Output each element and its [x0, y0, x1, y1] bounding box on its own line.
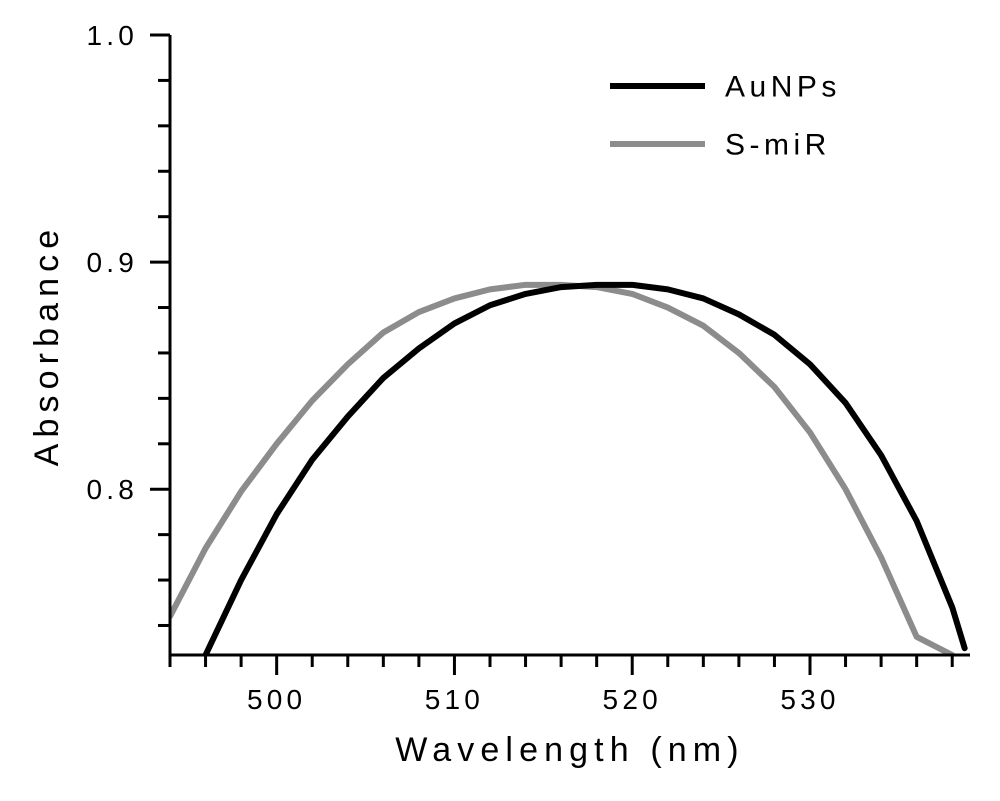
x-axis-label: Wavelength (nm) [395, 731, 744, 769]
legend-label: S-miR [725, 129, 831, 162]
y-axis-label: Absorbance [28, 224, 66, 467]
x-tick-label: 500 [247, 684, 306, 715]
y-tick-label: 0.9 [86, 247, 138, 278]
x-tick-label: 510 [425, 684, 484, 715]
y-tick-label: 1.0 [86, 20, 138, 51]
x-tick-label: 530 [780, 684, 839, 715]
y-tick-label: 0.8 [86, 474, 138, 505]
chart-svg: 500 510 520 530 0.8 0.9 1.0 Wavelength (nm) Abso… [0, 0, 1000, 801]
legend-label: AuNPs [725, 71, 841, 104]
x-tick-label: 520 [603, 684, 662, 715]
chart-container: 500 510 520 530 0.8 0.9 1.0 Wavelength (nm) Abso… [0, 0, 1000, 801]
